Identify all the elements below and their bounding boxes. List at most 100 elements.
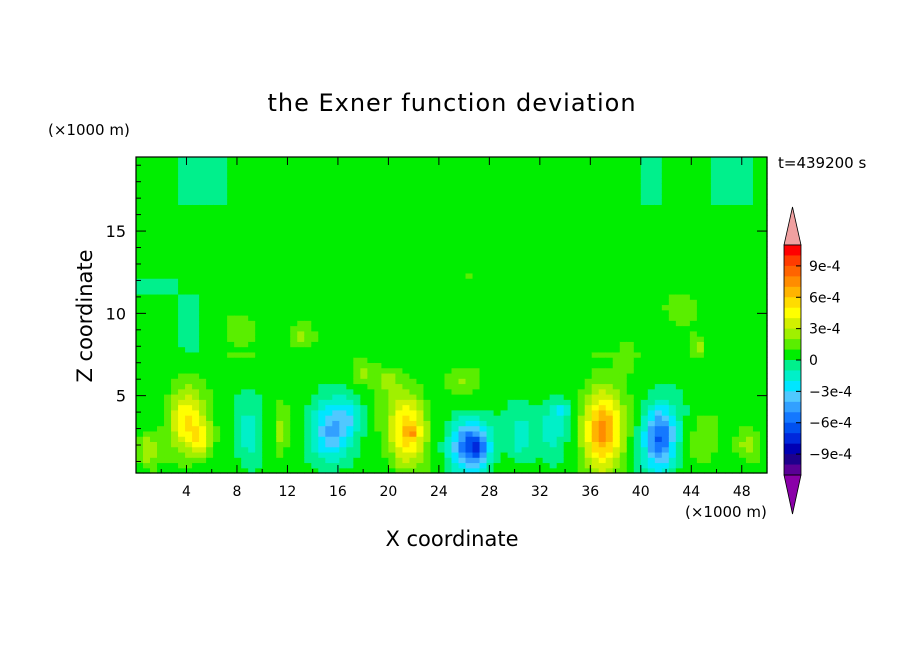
heatmap-cell: [325, 399, 333, 406]
heatmap-cell: [640, 251, 649, 258]
heatmap-cell: [227, 436, 235, 442]
heatmap-cell: [325, 362, 333, 369]
heatmap-cell: [192, 346, 200, 353]
heatmap-cell: [710, 199, 719, 205]
heatmap-cell: [367, 167, 375, 174]
heatmap-cell: [633, 193, 642, 200]
heatmap-cell: [297, 288, 305, 295]
heatmap-cell: [367, 278, 375, 284]
heatmap-cell: [598, 214, 607, 221]
heatmap-cell: [157, 209, 165, 216]
heatmap-cell: [451, 183, 460, 190]
heatmap-cell: [269, 430, 277, 437]
heatmap-cell: [283, 309, 291, 316]
heatmap-cell: [416, 441, 425, 448]
heatmap-cell: [283, 320, 291, 327]
heatmap-cell: [213, 193, 221, 200]
heatmap-cell: [381, 341, 389, 348]
heatmap-cell: [647, 341, 656, 348]
heatmap-cell: [507, 183, 516, 190]
heatmap-cell: [353, 330, 361, 337]
heatmap-cell: [703, 336, 712, 342]
heatmap-cell: [374, 183, 382, 190]
heatmap-cell: [444, 467, 453, 474]
heatmap-cell: [556, 409, 565, 416]
heatmap-cell: [248, 467, 256, 474]
heatmap-cell: [710, 193, 719, 200]
heatmap-cell: [269, 425, 277, 432]
heatmap-cell: [185, 162, 193, 169]
heatmap-cell: [661, 204, 670, 211]
heatmap-cell: [577, 188, 586, 195]
heatmap-cell: [563, 446, 572, 453]
heatmap-cell: [283, 372, 291, 379]
heatmap-cell: [213, 246, 221, 253]
heatmap-cell: [402, 409, 411, 416]
heatmap-cell: [507, 214, 516, 221]
heatmap-cell: [269, 441, 277, 448]
heatmap-cell: [535, 236, 544, 242]
heatmap-cell: [339, 330, 347, 337]
heatmap-cell: [444, 220, 453, 227]
heatmap-cell: [486, 167, 495, 174]
heatmap-cell: [290, 246, 298, 253]
heatmap-cell: [542, 262, 551, 269]
heatmap-cell: [269, 320, 277, 327]
heatmap-cell: [710, 225, 719, 232]
heatmap-cell: [283, 315, 291, 321]
heatmap-cell: [493, 257, 502, 263]
heatmap-cell: [675, 399, 684, 406]
heatmap-cell: [157, 246, 165, 253]
heatmap-cell: [689, 167, 698, 174]
heatmap-cell: [605, 246, 614, 253]
heatmap-cell: [150, 278, 158, 284]
heatmap-cell: [696, 246, 705, 253]
heatmap-cell: [220, 383, 228, 390]
heatmap-cell: [549, 209, 558, 216]
heatmap-cell: [696, 357, 705, 363]
heatmap-cell: [661, 278, 670, 284]
heatmap-cell: [619, 346, 628, 353]
heatmap-cell: [619, 441, 628, 448]
heatmap-cell: [283, 341, 291, 348]
heatmap-cell: [297, 183, 305, 190]
heatmap-cell: [248, 272, 256, 279]
heatmap-cell: [682, 209, 691, 216]
heatmap-cell: [668, 262, 677, 269]
heatmap-cell: [563, 330, 572, 337]
heatmap-cell: [360, 404, 368, 411]
heatmap-cell: [164, 214, 172, 221]
heatmap-cell: [451, 467, 460, 474]
heatmap-cell: [213, 430, 221, 437]
heatmap-cell: [507, 288, 516, 295]
heatmap-cell: [430, 420, 439, 427]
heatmap-cell: [283, 415, 291, 421]
heatmap-cell: [423, 346, 432, 353]
heatmap-cell: [633, 167, 642, 174]
heatmap-cell: [248, 278, 256, 284]
heatmap-cell: [353, 394, 361, 400]
heatmap-cell: [633, 383, 642, 390]
heatmap-cell: [486, 457, 495, 464]
heatmap-cell: [486, 336, 495, 342]
heatmap-cell: [598, 193, 607, 200]
heatmap-cell: [227, 346, 235, 353]
heatmap-cell: [416, 251, 425, 258]
heatmap-cell: [241, 183, 249, 190]
heatmap-cell: [717, 446, 726, 453]
heatmap-cell: [353, 425, 361, 432]
heatmap-cell: [157, 330, 165, 337]
heatmap-cell: [353, 214, 361, 221]
heatmap-cell: [633, 246, 642, 253]
heatmap-cell: [416, 330, 425, 337]
heatmap-cell: [409, 409, 418, 416]
heatmap-cell: [381, 372, 389, 379]
heatmap-cell: [318, 446, 326, 453]
heatmap-cell: [514, 325, 523, 332]
heatmap-cell: [381, 251, 389, 258]
heatmap-cell: [311, 162, 319, 169]
heatmap-cell: [514, 394, 523, 400]
heatmap-cell: [549, 199, 558, 205]
heatmap-cell: [640, 193, 649, 200]
heatmap-cell: [360, 209, 368, 216]
